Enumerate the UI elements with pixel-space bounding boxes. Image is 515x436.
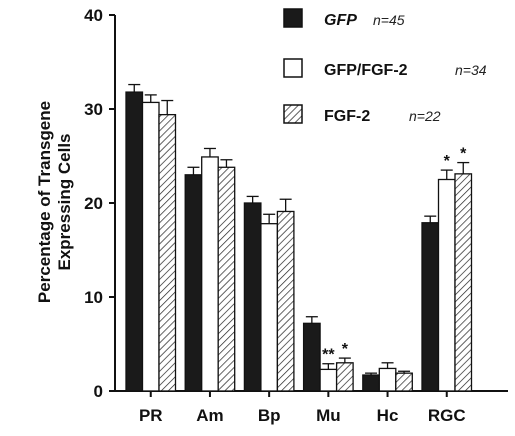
significance-marker: * <box>444 153 451 170</box>
legend-swatch-gfp <box>283 8 303 28</box>
bar <box>217 166 236 392</box>
bar <box>243 202 262 392</box>
significance-marker: * <box>460 146 467 163</box>
x-tick-label: Mu <box>316 406 341 425</box>
legend-swatch-gfp-fgf2 <box>283 58 303 78</box>
bar <box>184 174 203 392</box>
x-tick-label: PR <box>139 406 163 425</box>
y-tick-label: 30 <box>84 100 103 119</box>
bar <box>378 367 397 392</box>
legend-label-gfp: GFP <box>324 12 357 29</box>
bars: ** ** * <box>125 83 473 392</box>
significance-marker: * <box>342 341 349 358</box>
bar <box>201 156 219 392</box>
y-axis-ticks: 0 10 20 30 40 <box>84 6 115 401</box>
legend: GFP n=45 GFP/FGF-2 n=34 FGF-2 n=22 <box>283 8 487 125</box>
legend-n-gfp-fgf2: n=34 <box>455 62 487 78</box>
x-tick-label: RGC <box>428 406 466 425</box>
bar <box>421 222 440 392</box>
legend-n-fgf2: n=22 <box>409 108 441 124</box>
bar <box>335 362 354 392</box>
bar <box>319 368 338 392</box>
bar <box>362 374 380 392</box>
legend-n-gfp: n=45 <box>373 12 405 28</box>
bar <box>141 101 160 392</box>
bar <box>395 372 413 392</box>
legend-label-fgf2: FGF-2 <box>324 108 370 125</box>
x-tick-label: Bp <box>258 406 281 425</box>
significance-marker: ** <box>322 347 335 364</box>
y-tick-label: 10 <box>84 288 103 307</box>
y-tick-label: 40 <box>84 6 103 25</box>
bar <box>158 113 177 392</box>
x-axis-ticks: PR Am Bp Mu Hc RGC <box>139 391 466 425</box>
bar <box>260 223 279 392</box>
y-tick-label: 0 <box>94 382 103 401</box>
x-tick-label: Am <box>196 406 223 425</box>
y-axis-title: Percentage of Transgene Expressing Cells <box>35 101 74 303</box>
legend-label-gfp-fgf2: GFP/FGF-2 <box>324 62 408 79</box>
y-axis-title-line-2: Expressing Cells <box>55 133 74 270</box>
bar <box>125 91 144 392</box>
bar <box>454 173 473 392</box>
y-axis-title-line-1: Percentage of Transgene <box>35 101 54 303</box>
y-tick-label: 20 <box>84 194 103 213</box>
legend-swatch-fgf2 <box>283 104 303 124</box>
x-tick-label: Hc <box>377 406 399 425</box>
bar <box>302 322 321 392</box>
bar <box>276 210 295 392</box>
bar <box>437 178 456 392</box>
